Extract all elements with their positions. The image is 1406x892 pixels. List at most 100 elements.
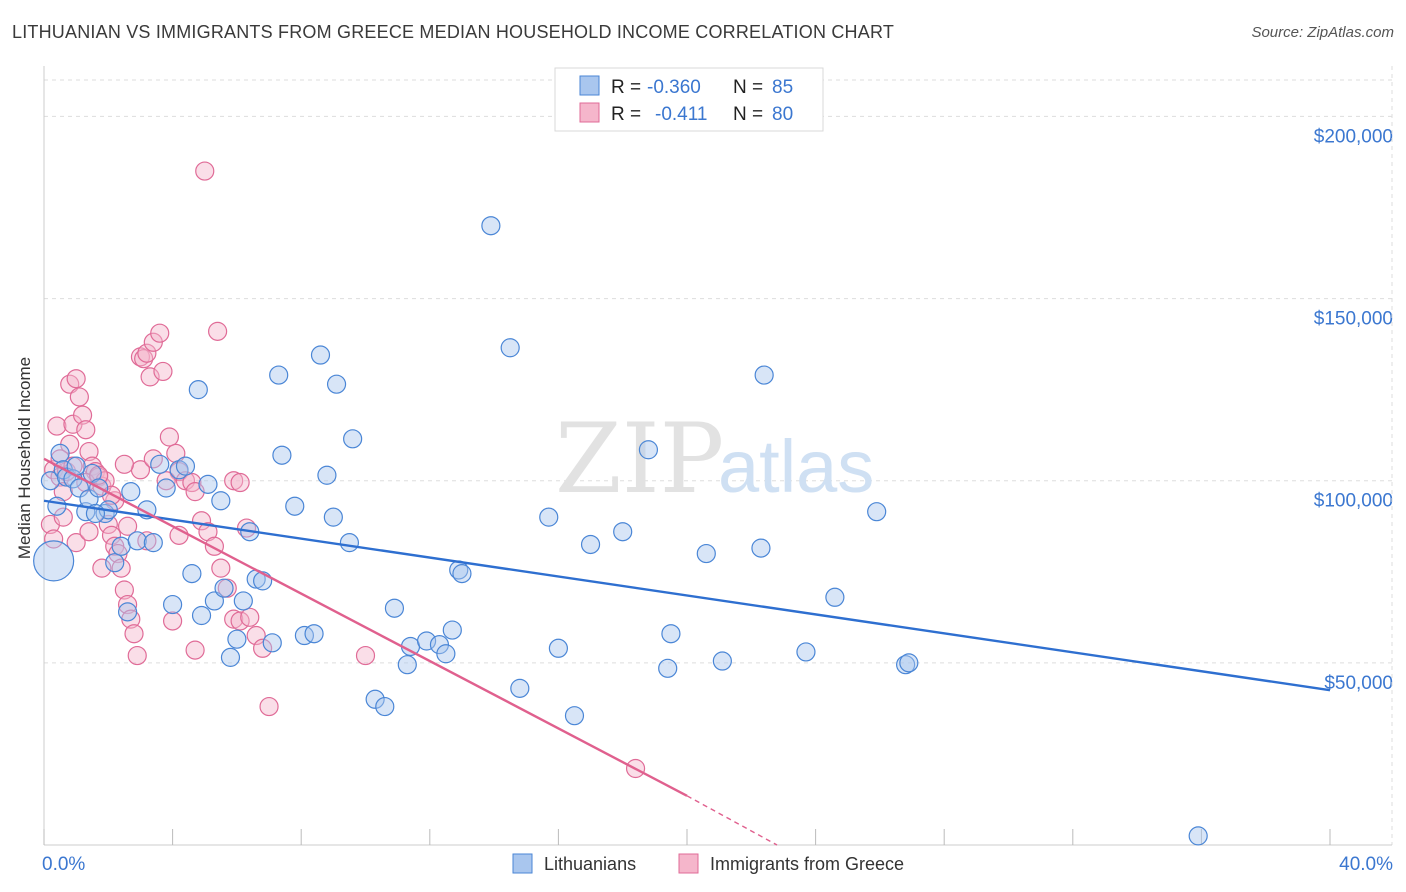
legend-swatch-blue	[579, 75, 600, 96]
data-point	[564, 706, 585, 726]
data-point	[137, 343, 157, 363]
stat-r-label-2: R =	[611, 104, 641, 125]
data-point	[317, 465, 337, 485]
data-point	[33, 540, 75, 582]
data-point	[195, 161, 215, 181]
data-point	[185, 640, 205, 660]
data-point	[98, 514, 118, 535]
data-point	[442, 620, 462, 640]
data-point	[66, 369, 86, 389]
axes: 0.0% 40.0%	[42, 66, 1393, 875]
data-point	[50, 443, 70, 463]
data-point	[661, 624, 681, 644]
legend-lithuanians-swatch	[512, 853, 533, 874]
stat-r-value-1: -0.360	[647, 77, 701, 98]
data-point	[269, 365, 289, 385]
data-point	[539, 507, 559, 527]
data-point	[580, 534, 601, 555]
legend-swatch-pink	[579, 102, 600, 123]
data-point	[191, 605, 212, 626]
data-point	[211, 491, 231, 511]
data-point	[105, 553, 125, 573]
y-tick-label: $50,000	[1324, 673, 1393, 694]
data-point	[204, 591, 224, 611]
trend-lines	[43, 457, 1331, 846]
data-point	[214, 578, 234, 598]
data-point	[169, 460, 189, 480]
data-point	[66, 533, 86, 553]
data-point	[220, 647, 241, 667]
data-point	[259, 696, 279, 717]
data-point	[638, 440, 659, 460]
data-point	[285, 496, 305, 516]
data-point	[111, 536, 131, 556]
data-point	[124, 624, 144, 644]
data-point	[188, 380, 208, 400]
data-point	[510, 678, 530, 698]
data-point	[166, 443, 186, 463]
data-point	[114, 454, 134, 474]
data-point	[101, 525, 122, 545]
data-point	[114, 580, 134, 600]
data-point	[658, 658, 678, 678]
data-point	[117, 602, 138, 622]
data-point	[69, 478, 89, 498]
data-point	[175, 456, 196, 476]
stats-legend: R = -0.360 N = 85 R = -0.411 N = 80	[554, 67, 824, 132]
data-point	[198, 474, 218, 494]
stat-n-value-2: 80	[772, 104, 793, 125]
data-point	[613, 522, 633, 542]
stat-n-value-1: 85	[772, 77, 793, 98]
data-point	[224, 471, 244, 491]
data-point	[224, 609, 244, 629]
trend-extension-pink	[686, 795, 778, 846]
data-point	[416, 631, 437, 651]
data-point	[130, 347, 151, 367]
stat-n-label-1: N =	[733, 77, 763, 98]
data-point	[481, 216, 501, 236]
data-point	[69, 387, 89, 407]
y-axis-label: Median Household Income	[15, 357, 34, 559]
legend-lithuanians-label: Lithuanians	[544, 854, 636, 874]
data-point	[175, 471, 196, 491]
data-point	[79, 441, 99, 462]
data-point	[53, 507, 73, 527]
data-point	[182, 564, 202, 584]
data-point	[44, 529, 64, 549]
data-point	[127, 645, 147, 666]
data-point	[159, 427, 179, 447]
series-legend: Lithuanians Immigrants from Greece	[512, 853, 904, 874]
data-point	[156, 478, 176, 498]
data-point	[304, 624, 324, 644]
data-point	[240, 607, 260, 627]
watermark: ZIP atlas	[555, 403, 874, 515]
source-label: Source: ZipAtlas.com	[1251, 24, 1394, 41]
data-point	[230, 472, 250, 493]
data-point	[323, 507, 343, 527]
legend-greece-label: Immigrants from Greece	[710, 854, 904, 874]
stat-r-value-2: -0.411	[655, 104, 707, 125]
data-point	[825, 587, 845, 607]
data-point	[150, 323, 170, 343]
data-point	[751, 538, 771, 558]
data-point	[233, 591, 253, 611]
data-point	[796, 642, 816, 662]
data-point	[343, 429, 363, 449]
data-point	[310, 345, 331, 365]
data-point	[339, 533, 360, 553]
data-point	[262, 633, 282, 653]
data-point	[253, 638, 273, 658]
series-greece-points	[40, 161, 646, 779]
data-point	[899, 653, 919, 673]
watermark-zip: ZIP	[555, 403, 724, 515]
x-tick-label-max: 40.0%	[1339, 854, 1393, 875]
data-point	[696, 543, 716, 564]
legend-greece-swatch	[678, 853, 699, 874]
data-point	[208, 321, 228, 341]
data-point	[127, 531, 147, 551]
data-point	[134, 349, 154, 369]
data-point	[896, 655, 916, 675]
data-point	[397, 655, 417, 675]
x-tick-label-min: 0.0%	[42, 854, 85, 875]
data-point	[72, 405, 93, 425]
